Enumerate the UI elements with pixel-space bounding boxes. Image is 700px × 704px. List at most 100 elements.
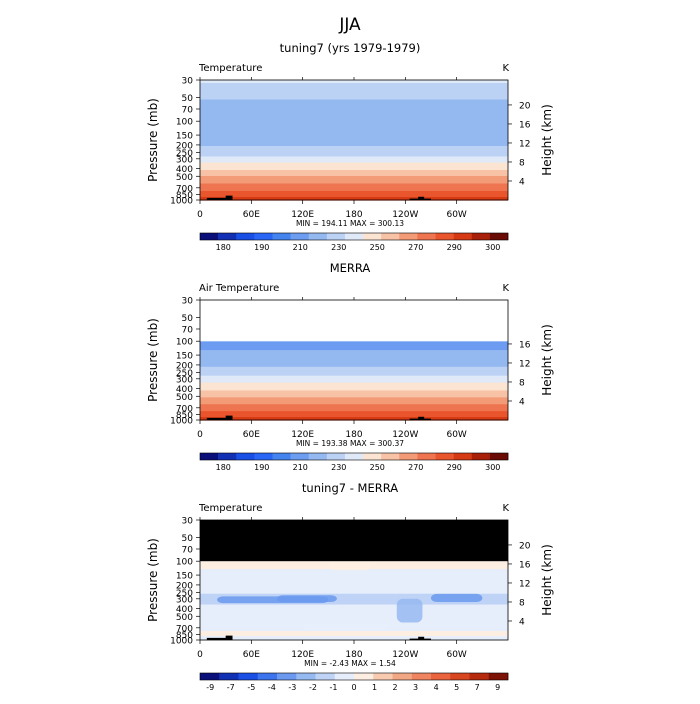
topography-mask — [418, 636, 425, 640]
contour-band — [200, 389, 508, 392]
colorbar-box — [363, 233, 382, 240]
contour-band — [200, 385, 508, 388]
height-tick-label: 8 — [519, 158, 525, 168]
contour-band — [200, 155, 508, 158]
topography-mask — [206, 637, 230, 640]
contour-band — [200, 156, 508, 159]
contour-band — [200, 134, 508, 137]
contour-band — [200, 197, 508, 200]
contour-band — [200, 162, 508, 165]
contour-band — [200, 407, 508, 409]
colorbar-box — [200, 673, 220, 680]
contour-band — [200, 354, 508, 357]
pressure-tick-label: 150 — [176, 132, 193, 142]
contour-band — [200, 599, 508, 602]
contour-band — [200, 376, 508, 379]
contour-band — [200, 354, 508, 356]
longitude-tick-label: 60E — [243, 650, 260, 660]
contour-band — [200, 413, 508, 415]
colorbar-box — [290, 453, 310, 460]
contour-band — [200, 618, 508, 620]
colorbar-box — [354, 673, 374, 680]
contour-band — [200, 400, 508, 402]
contour-band — [200, 600, 508, 603]
contour-band — [200, 185, 508, 188]
contour-band — [200, 159, 508, 162]
contour-band — [200, 357, 508, 360]
contour-band — [200, 620, 508, 622]
contour-band — [200, 98, 508, 101]
contour-band — [200, 398, 508, 400]
contour-band — [200, 176, 508, 179]
contour-band — [200, 596, 508, 599]
contour-band — [200, 173, 508, 176]
contour-band — [200, 381, 508, 384]
contour-band — [200, 585, 508, 588]
contour-band — [200, 631, 508, 633]
contour-band — [200, 575, 508, 578]
longitude-tick-label: 120W — [392, 210, 418, 220]
contour-band — [200, 182, 508, 185]
contour-band — [200, 348, 508, 350]
panel-title: MERRA — [330, 261, 371, 275]
contour-band — [200, 116, 508, 119]
contour-band — [200, 95, 508, 98]
panel-variable-label: Temperature — [198, 63, 262, 74]
contour-band — [200, 414, 508, 416]
contour-band — [200, 359, 508, 362]
contour-band — [200, 411, 508, 413]
min-max-stats: MIN = -2.43 MAX = 1.54 — [304, 659, 396, 668]
contour-band — [200, 126, 508, 129]
topography-mask — [206, 197, 230, 200]
height-tick-label: 20 — [519, 541, 531, 551]
pressure-tick-label: 300 — [176, 155, 193, 165]
contour-band — [200, 632, 508, 634]
height-tick-label: 8 — [519, 598, 525, 608]
contour-band — [200, 604, 508, 607]
contour-band — [200, 346, 508, 348]
contour-band — [200, 137, 508, 140]
contour-band — [200, 380, 508, 383]
height-axis-label: Height (km) — [540, 104, 554, 175]
contour-band — [200, 581, 508, 584]
colorbar-box — [200, 453, 219, 460]
colorbar-box — [344, 233, 364, 240]
contour-band — [200, 350, 508, 352]
colorbar-label: 190 — [254, 243, 269, 252]
longitude-tick-label: 180 — [345, 650, 362, 660]
topography-mask — [418, 196, 425, 200]
contour-band — [200, 412, 508, 414]
contour-band — [200, 619, 508, 621]
colorbar-label: 250 — [370, 463, 385, 472]
contour-band — [200, 598, 508, 601]
contour-band — [200, 356, 508, 359]
contour-band — [200, 131, 508, 134]
colorbar-box — [218, 233, 237, 240]
contour-band — [200, 582, 508, 585]
missing-data-mask — [200, 520, 508, 562]
longitude-tick-label: 0 — [197, 650, 203, 660]
contour-band — [200, 397, 508, 399]
pressure-tick-label: 850 — [176, 191, 193, 201]
pressure-tick-label: 150 — [176, 352, 193, 362]
colorbar-label: 9 — [495, 683, 500, 692]
contour-band — [200, 89, 508, 92]
contour-band — [200, 80, 508, 83]
colorbar-label: -9 — [206, 683, 214, 692]
colorbar-box — [296, 673, 316, 680]
contour-band — [200, 152, 508, 155]
contour-band — [200, 583, 508, 586]
colorbar-box — [200, 233, 219, 240]
panel-unit-label: K — [502, 503, 509, 514]
colorbar-box — [272, 453, 291, 460]
contour-band — [200, 366, 508, 369]
colorbar-box — [277, 673, 297, 680]
contour-band — [200, 594, 508, 597]
contour-band — [200, 90, 508, 93]
contour-band — [200, 573, 508, 575]
pressure-tick-label: 30 — [182, 517, 194, 527]
contour-band — [200, 195, 508, 198]
contour-band — [200, 370, 508, 373]
colorbar-label: 300 — [485, 463, 500, 472]
contour-band — [200, 638, 508, 640]
